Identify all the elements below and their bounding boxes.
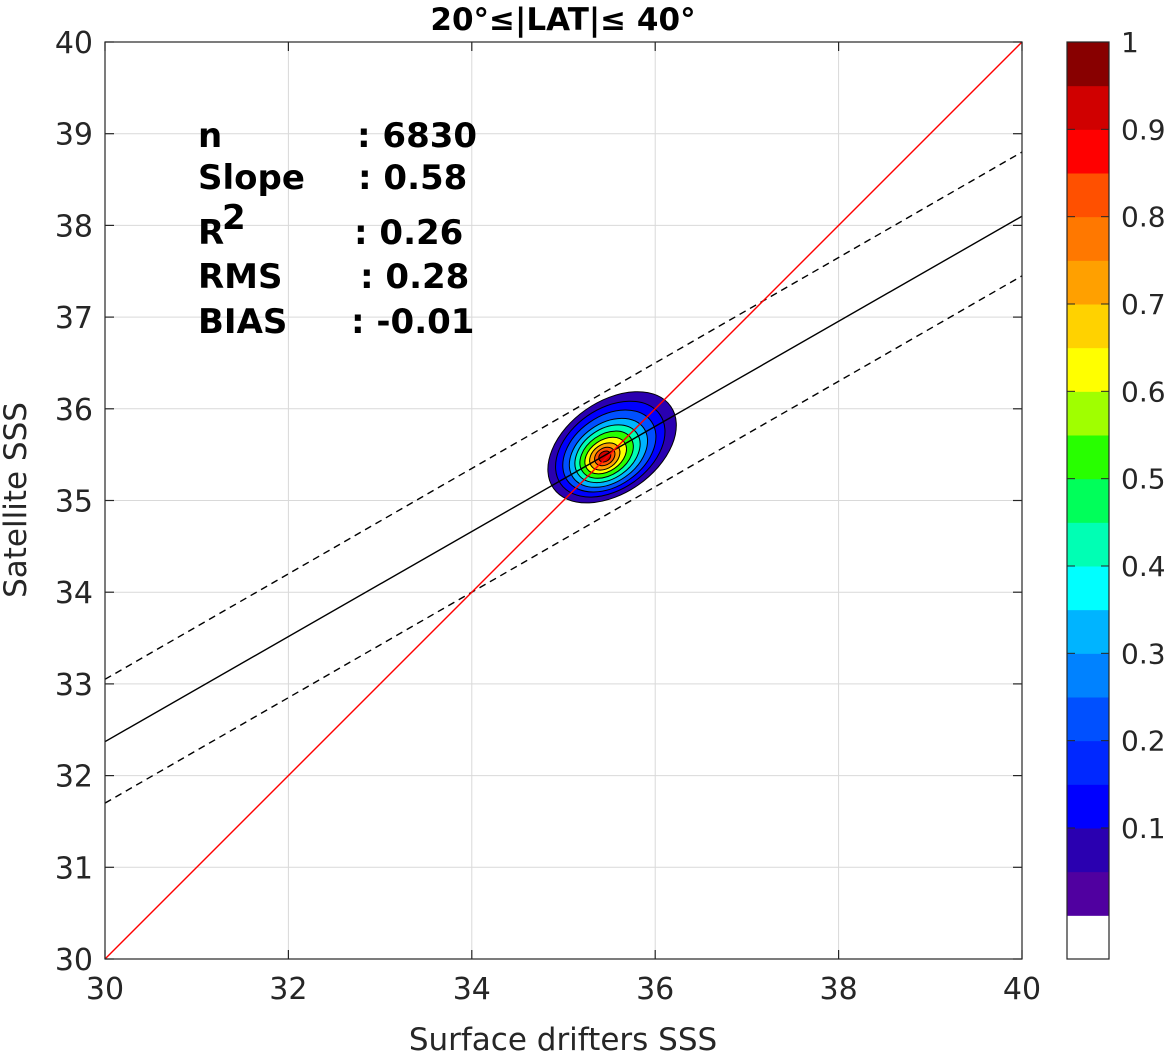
y-tick-label: 36 [55,393,93,428]
colorbar-frame [1066,41,1110,960]
colorbar-swatch [1067,653,1109,698]
colorbar-swatch [1067,435,1109,480]
axis-ticks [104,41,1023,960]
y-tick-label: 38 [55,209,93,244]
colorbar-tick-label: 0.9 [1121,113,1166,146]
grid [104,41,1023,960]
stats-box: n : 6830 Slope : 0.58 R2 : 0.26 RMS : 0.28 BIAS:… [198,116,477,342]
colorbar-swatch [1067,915,1109,960]
y-tick-label: 32 [55,760,93,795]
y-tick-label: 34 [55,576,93,611]
colorbar-swatch [1067,260,1109,305]
colorbar-swatch [1067,129,1109,174]
y-tick-label: 39 [55,118,93,153]
colorbar-swatch [1067,304,1109,349]
x-tick-label: 40 [1003,972,1041,1007]
colorbar-swatch [1067,42,1109,87]
colorbar-swatch [1067,609,1109,654]
colorbar-swatch [1067,85,1109,130]
colorbar-tick-label: 0.5 [1121,463,1166,496]
y-tick-label: 35 [55,485,93,520]
x-tick-label: 32 [269,972,307,1007]
y-tick-label: 40 [55,26,93,61]
stat-label: Slope [198,158,305,198]
colorbar-tick-label: 0.3 [1121,637,1166,670]
x-tick-label: 34 [453,972,491,1007]
x-tick-label: 38 [820,972,858,1007]
density-contours [547,391,677,504]
y-tick-labels: 30 31 32 33 34 35 36 37 38 39 40 [55,26,93,978]
stat-label: n [198,116,222,156]
colorbar-swatch [1067,216,1109,261]
y-axis-label: Satellite SSS [0,402,34,598]
stat-label: BIAS [198,302,287,342]
colorbar-tick-label: 0.7 [1121,288,1166,321]
fit-line [105,215,1022,743]
colorbar-swatch [1067,347,1109,392]
colorbar-swatch [1067,697,1109,742]
colorbar-tick-label: 0.2 [1121,725,1166,758]
x-axis-label: Surface drifters SSS [409,1022,717,1055]
colorbar-swatch [1067,173,1109,218]
y-tick-label: 31 [55,851,93,886]
colorbar-tick-label: 0.4 [1121,550,1166,583]
colorbar-swatch [1067,871,1109,916]
stat-value: : 0.28 [360,257,469,297]
stat-label: R [198,213,224,253]
chart-title: 20°≤|LAT|≤ 40° [430,2,695,38]
colorbar-tick-label: 0.6 [1121,375,1166,408]
colorbar: 0.1 0.2 0.3 0.4 0.5 0.6 0.7 0.8 0.9 1 [1066,26,1166,960]
fit-upper-bound-line [105,151,1022,680]
fit-lower-bound-line [105,275,1022,804]
y-tick-label: 33 [55,668,93,703]
regression-lines [105,42,1022,959]
stat-value: : 6830 [357,116,477,156]
x-tick-labels: 30 32 34 36 38 40 [86,972,1041,1007]
colorbar-swatch [1067,391,1109,436]
stat-label: RMS [198,257,283,297]
y-tick-label: 30 [55,943,93,978]
stat-value: : -0.01 [351,302,474,342]
stat-label-superscript: 2 [222,198,246,238]
colorbar-tick-label: 0.1 [1121,812,1166,845]
colorbar-swatch [1067,566,1109,611]
y-tick-label: 37 [55,301,93,336]
x-tick-label: 36 [636,972,674,1007]
stat-value: : 0.58 [358,158,467,198]
colorbar-swatch [1067,740,1109,785]
colorbar-tick-label: 1 [1121,26,1139,59]
colorbar-swatch [1067,522,1109,567]
colorbar-tick-label: 0.8 [1121,201,1166,234]
colorbar-swatch [1067,784,1109,829]
colorbar-swatch [1067,478,1109,523]
one-to-one-line [105,42,1022,959]
colorbar-swatch [1067,828,1109,873]
x-tick-label: 30 [86,972,124,1007]
stat-value: : 0.26 [354,213,463,253]
